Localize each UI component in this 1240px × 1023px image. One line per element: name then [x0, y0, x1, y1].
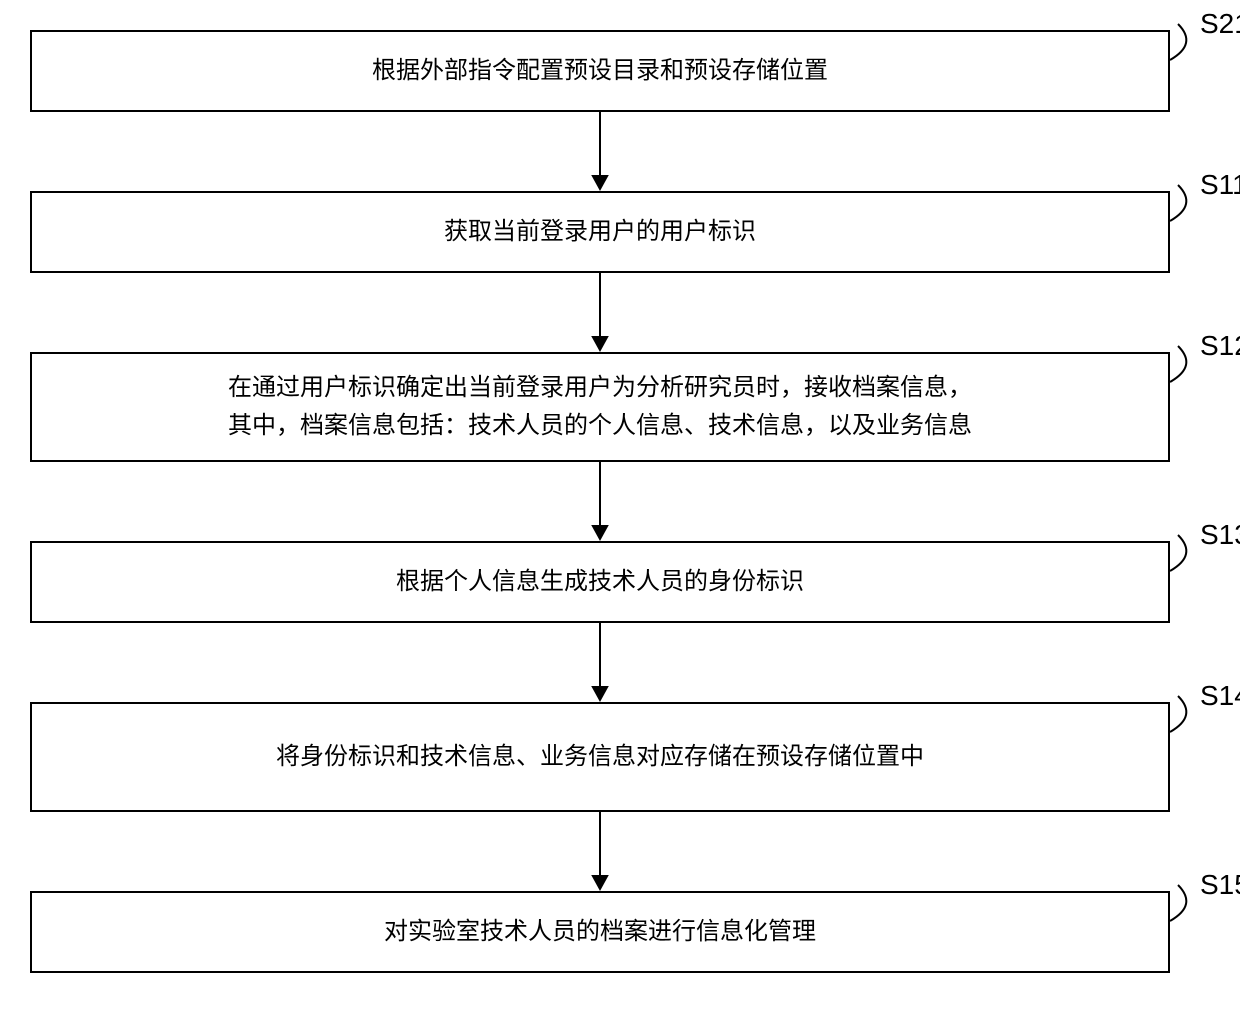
step-label-connector	[0, 0, 1240, 1023]
flowchart-canvas: 根据外部指令配置预设目录和预设存储位置S21获取当前登录用户的用户标识S11在通…	[0, 0, 1240, 1023]
